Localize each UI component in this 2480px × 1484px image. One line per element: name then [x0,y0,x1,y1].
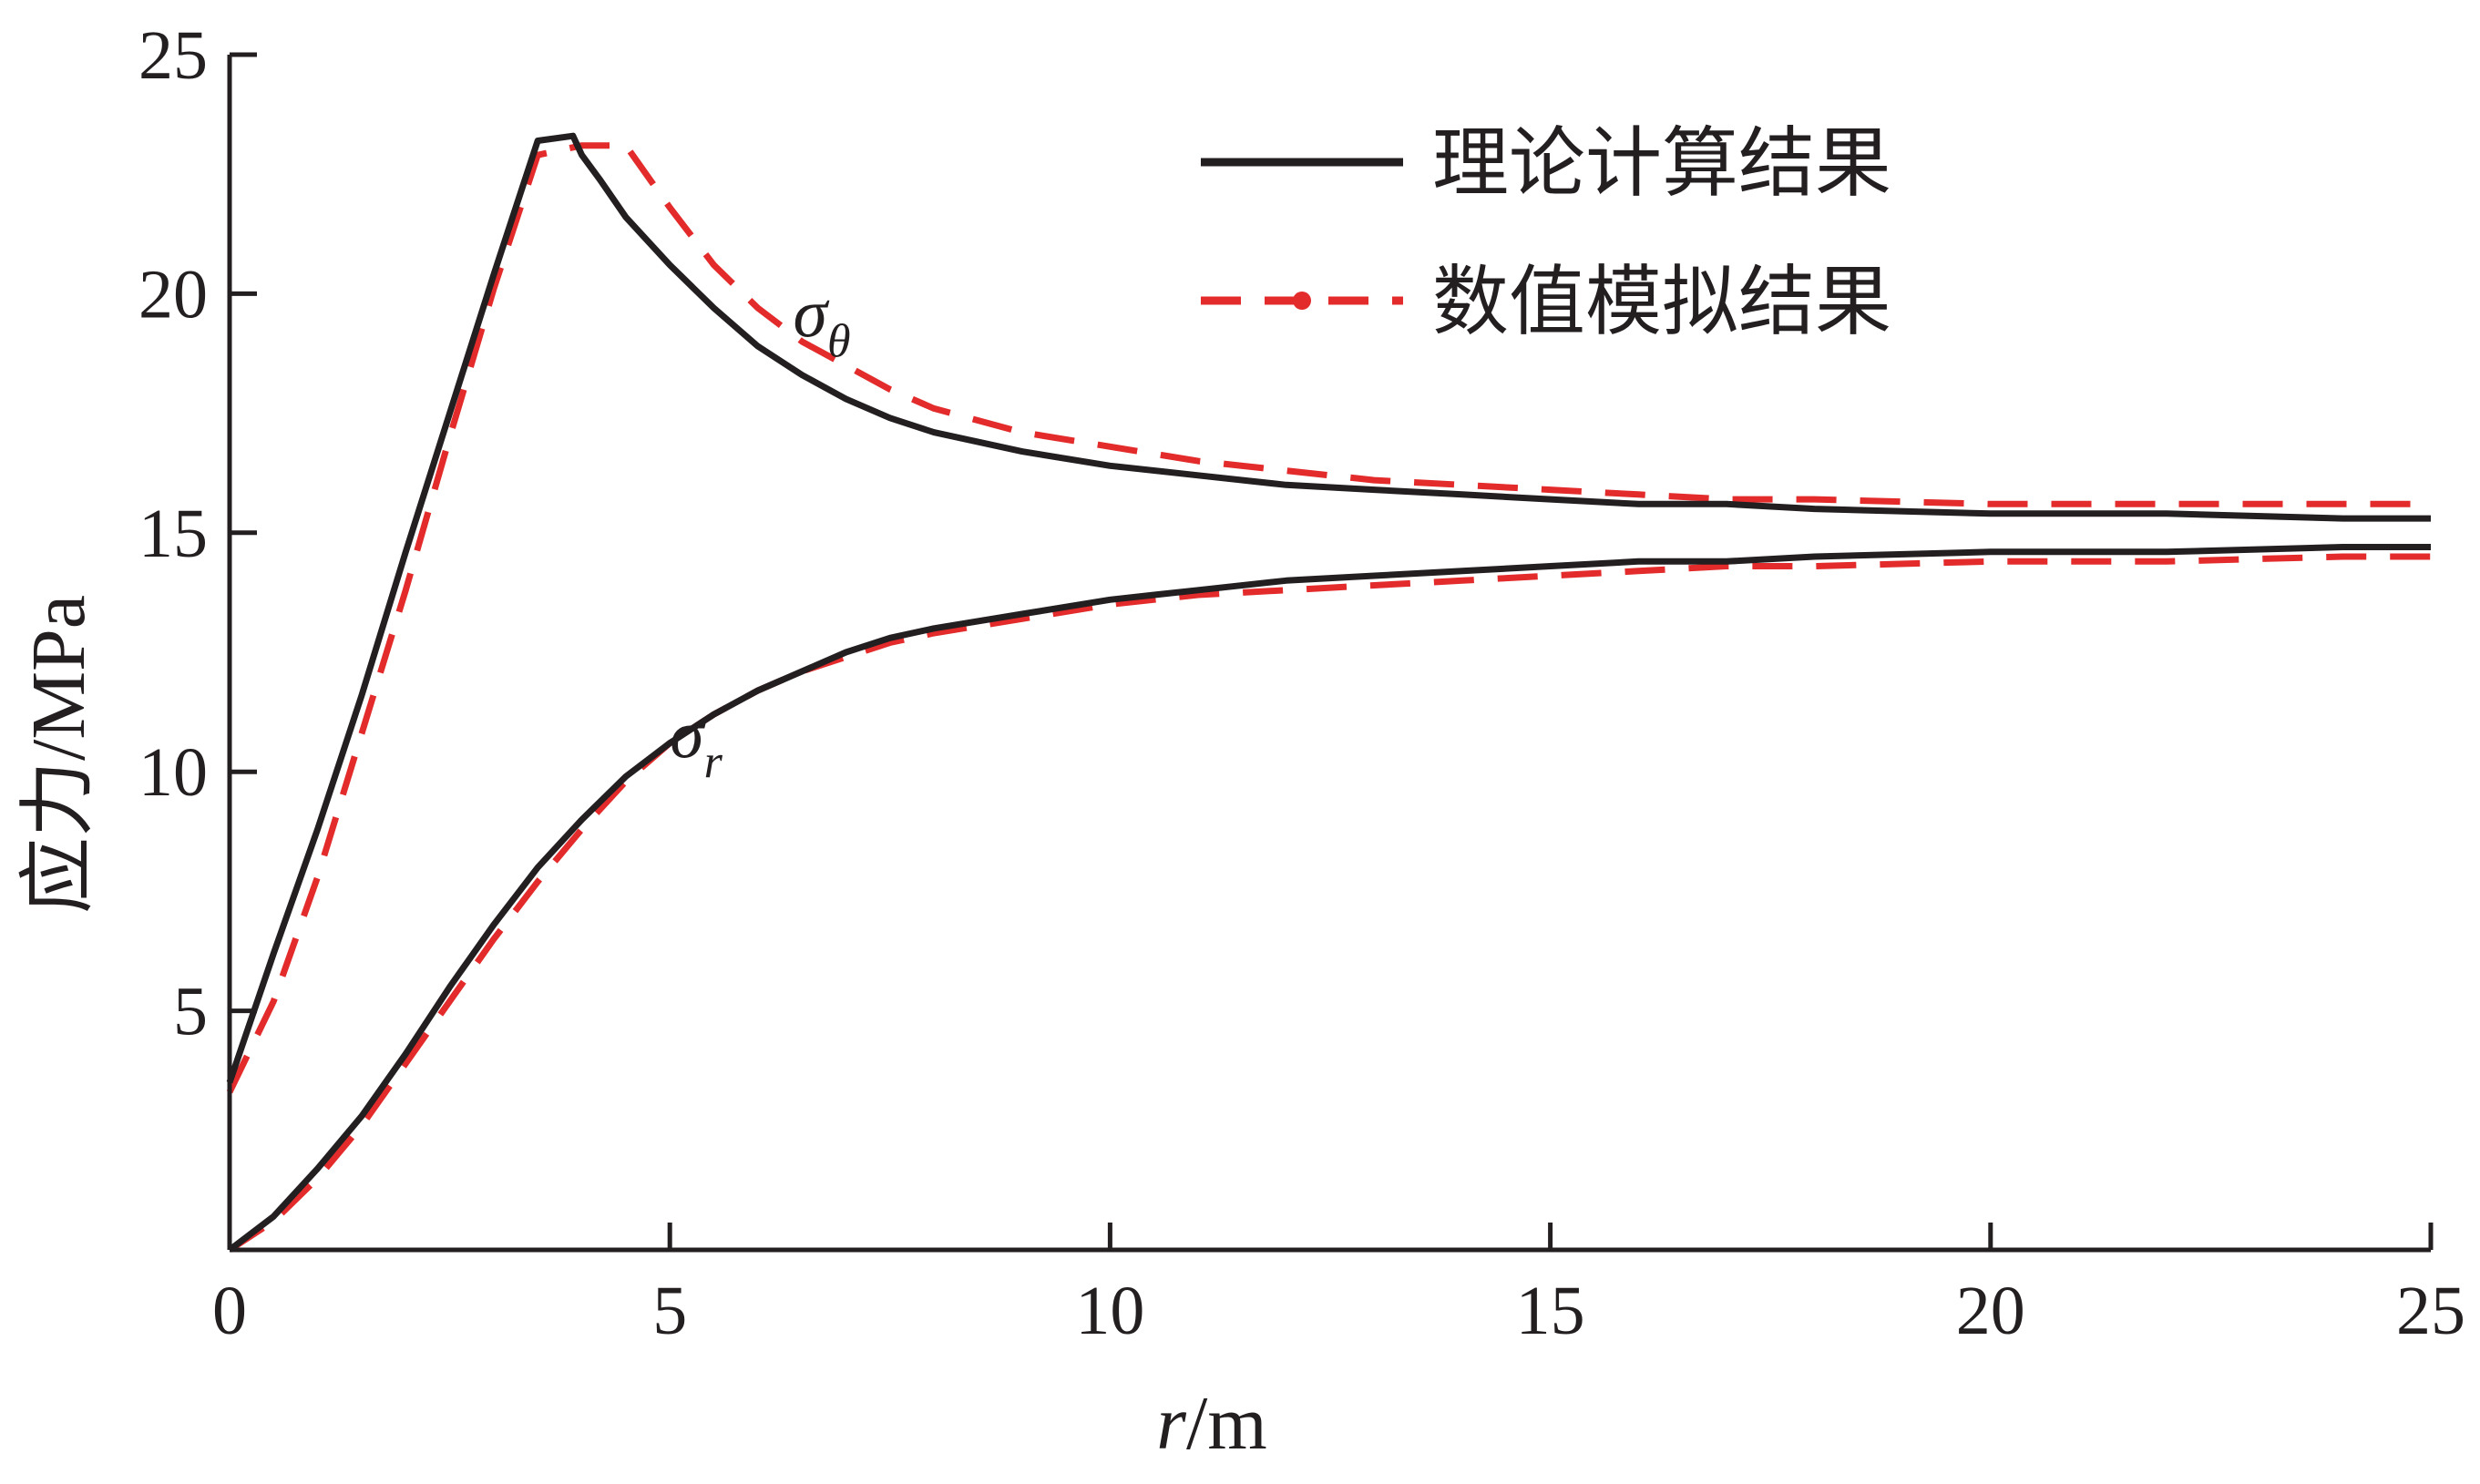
series-numerical-sigma-theta [226,142,2431,1094]
x-tick-label: 0 [212,1273,247,1349]
legend: 理论计算结果 数值模拟结果 [1201,118,1891,346]
y-axis-label: 应力/MPa [16,595,101,914]
x-tick-label: 15 [1516,1273,1585,1349]
y-tick-label: 20 [138,256,208,333]
series-numerical-sigma-r [228,553,2431,1253]
ticks-layer: 0 5 10 15 20 25 5 10 15 20 25 [138,17,2465,1349]
series-theory-sigma-r [227,544,2431,1253]
series-theory-sigma-theta [226,132,2431,1084]
x-tick-label: 10 [1075,1273,1144,1349]
annotation-sigma-r: σr [670,696,722,788]
y-tick-label: 15 [138,496,208,572]
x-tick-label: 5 [652,1273,687,1349]
axes-layer [227,55,2431,1253]
legend-numerical-label: 数值模拟结果 [1432,257,1891,346]
annotations-layer: σθ σr [670,276,850,789]
x-axis-unit: /m [1186,1381,1267,1466]
x-tick-label: 25 [2396,1273,2465,1349]
x-axis-variable: r [1156,1381,1186,1466]
y-tick-label: 25 [138,17,208,94]
legend-theory-label: 理论计算结果 [1432,118,1891,208]
y-tick-label: 5 [173,974,208,1050]
y-tick-label: 10 [138,734,208,811]
annotation-sigma-theta: σθ [793,276,850,368]
x-tick-label: 20 [1956,1273,2025,1349]
legend-numerical-marker [1293,292,1311,310]
x-axis-label: r/m [1156,1381,1266,1466]
series-layer [226,132,2431,1253]
